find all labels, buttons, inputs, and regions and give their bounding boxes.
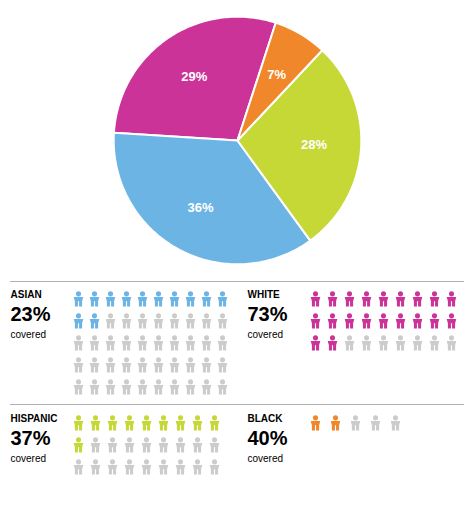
svg-text:covered: covered <box>11 453 47 464</box>
svg-text:37%: 37% <box>11 427 51 449</box>
svg-text:HISPANIC: HISPANIC <box>11 413 58 424</box>
svg-text:29%: 29% <box>181 69 207 84</box>
svg-text:WHITE: WHITE <box>248 289 281 300</box>
svg-text:covered: covered <box>248 329 284 340</box>
svg-text:BLACK: BLACK <box>248 413 284 424</box>
svg-text:40%: 40% <box>248 427 288 449</box>
svg-text:28%: 28% <box>301 137 327 152</box>
svg-text:7%: 7% <box>267 67 286 82</box>
svg-text:covered: covered <box>11 329 47 340</box>
svg-text:covered: covered <box>248 453 284 464</box>
svg-text:23%: 23% <box>11 303 51 325</box>
svg-text:36%: 36% <box>188 200 214 215</box>
svg-text:73%: 73% <box>248 303 288 325</box>
svg-text:ASIAN: ASIAN <box>11 289 42 300</box>
